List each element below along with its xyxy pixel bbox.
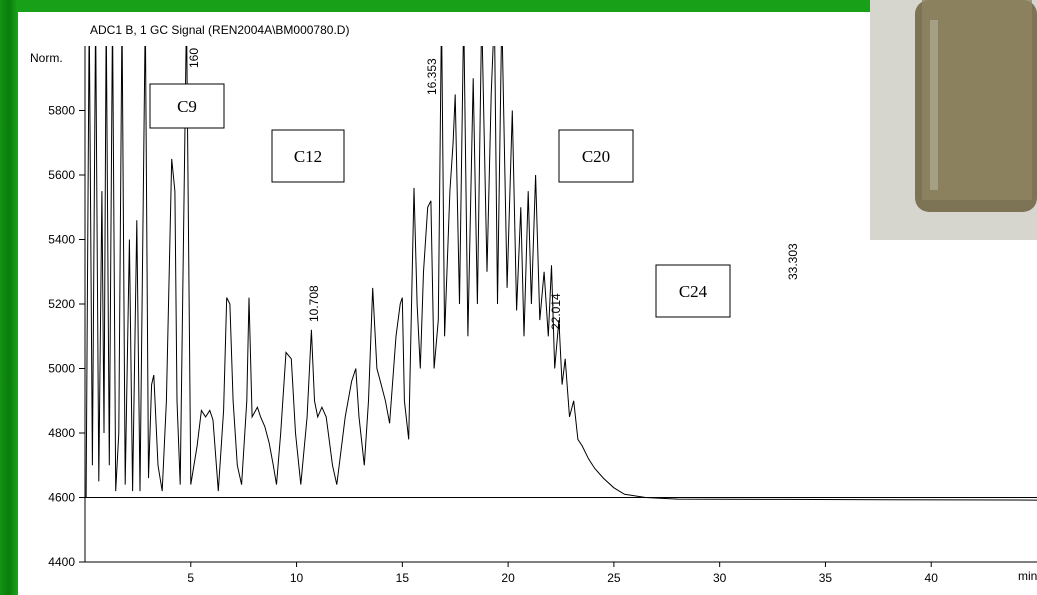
x-tick-label: 5 — [187, 571, 194, 585]
peak-label: 22.014 — [549, 293, 563, 330]
y-tick-label: 4800 — [48, 426, 75, 440]
carbon-box: C24 — [655, 264, 731, 318]
y-axis-label: Norm. — [30, 51, 63, 65]
photo — [870, 0, 1037, 240]
chart-title: ADC1 B, 1 GC Signal (REN2004A\BM000780.D… — [90, 23, 349, 37]
y-tick-label: 5000 — [48, 362, 75, 376]
box-label: C20 — [582, 147, 610, 166]
left-frame — [0, 0, 18, 595]
x-tick-label: 10 — [290, 571, 304, 585]
peak-label: 33.303 — [786, 243, 800, 280]
box-label: C12 — [294, 147, 322, 166]
box-label: C24 — [679, 282, 708, 301]
box-frame — [655, 264, 731, 318]
x-tick-label: 25 — [607, 571, 621, 585]
signal-trace — [85, 46, 1037, 501]
carbon-box: C9 — [149, 83, 225, 129]
x-tick-label: 40 — [925, 571, 939, 585]
y-tick-label: 5600 — [48, 168, 75, 182]
box-label: C9 — [177, 97, 197, 116]
x-axis-label: min — [1018, 569, 1037, 583]
peak-label: 160 — [187, 48, 201, 68]
box-frame — [271, 129, 345, 183]
box-frame — [558, 129, 634, 183]
x-tick-label: 30 — [713, 571, 727, 585]
box-frame — [149, 83, 225, 129]
carbon-box: C20 — [558, 129, 634, 183]
x-tick-label: 15 — [396, 571, 410, 585]
top-frame — [0, 0, 1037, 12]
plot-area — [85, 46, 1037, 501]
peak-label: 10.708 — [307, 285, 321, 322]
y-tick-label: 4600 — [48, 491, 75, 505]
y-tick-label: 5200 — [48, 297, 75, 311]
x-tick-label: 20 — [501, 571, 515, 585]
peak-label: 16.353 — [425, 58, 439, 95]
carbon-box: C12 — [271, 129, 345, 183]
y-tick-label: 5400 — [48, 233, 75, 247]
y-tick-label: 4400 — [48, 555, 75, 569]
y-tick-label: 5800 — [48, 104, 75, 118]
x-tick-label: 35 — [819, 571, 833, 585]
